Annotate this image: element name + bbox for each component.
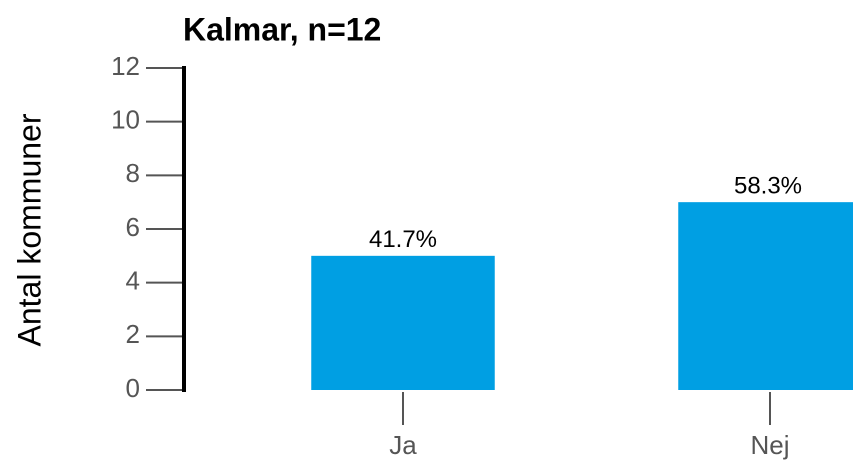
x-tick-label: Nej <box>750 430 789 460</box>
bar <box>678 202 853 390</box>
y-tick-label: 2 <box>126 319 140 349</box>
y-tick-label: 10 <box>111 105 140 135</box>
y-tick-label: 0 <box>126 373 140 403</box>
bar <box>311 255 495 390</box>
y-tick-label: 6 <box>126 212 140 242</box>
y-tick-label: 4 <box>126 266 140 296</box>
y-tick-label: 12 <box>111 51 140 81</box>
y-tick-label: 8 <box>126 158 140 188</box>
x-tick-label: Ja <box>389 430 417 460</box>
value-label: 58.3% <box>734 173 802 200</box>
chart-title: Kalmar, n=12 <box>183 11 381 47</box>
y-axis-label: Antal kommuner <box>11 113 47 346</box>
value-label: 41.7% <box>369 226 437 253</box>
